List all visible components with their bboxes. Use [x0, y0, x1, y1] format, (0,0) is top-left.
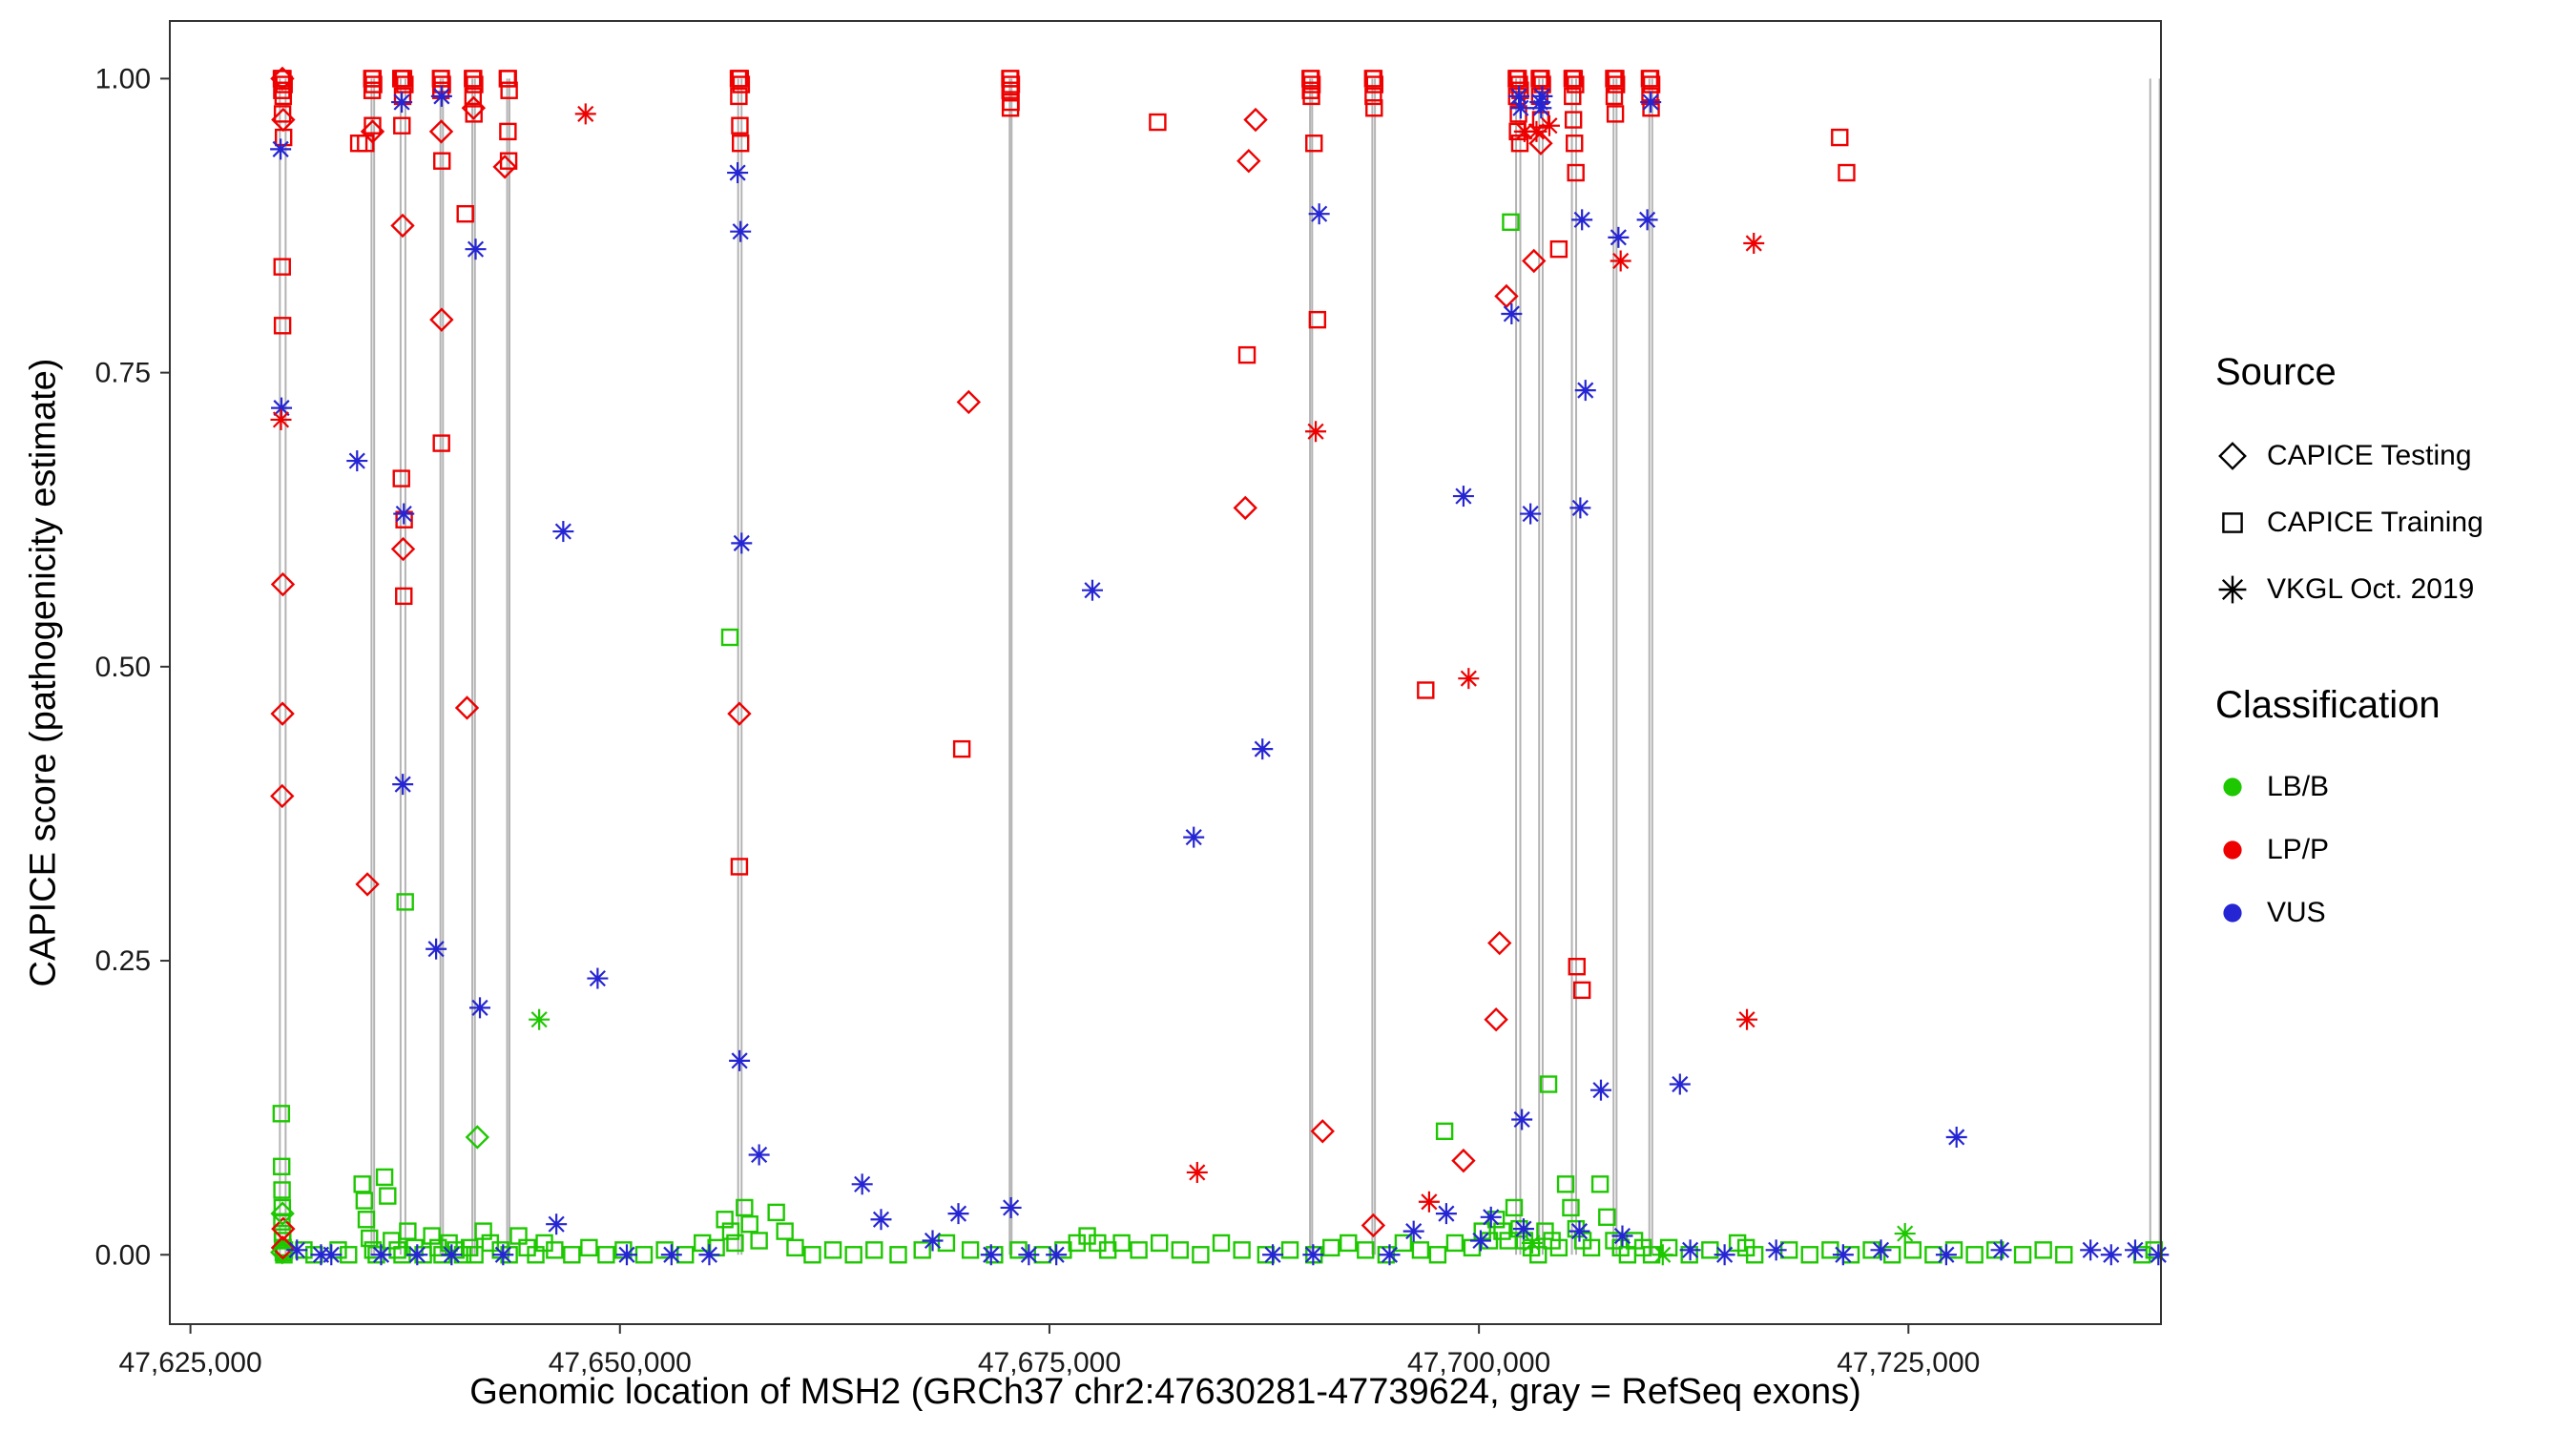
legend-item-label: VUS [2267, 897, 2326, 928]
panel-border [169, 20, 2162, 1325]
series-square-LBB [272, 213, 2163, 1264]
x-tick-label: 47,700,000 [1407, 1347, 1550, 1379]
y-tick-label: 0.25 [95, 945, 151, 977]
scatter-plot-svg: 47,625,000 47,650,000 47,675,000 47,700,000… [95, 20, 2170, 1379]
legend-item-vkgl: VKGL Oct. 2019 [2215, 556, 2568, 623]
x-axis-title: Genomic location of MSH2 (GRCh37 chr2:47… [469, 1372, 1861, 1412]
x-tick-label: 47,675,000 [978, 1347, 1121, 1379]
y-axis-title: CAPICE score (pathogenicity estimate) [23, 358, 64, 987]
refseq-exon-lines [279, 78, 2161, 1255]
lpp-dot-icon [2223, 840, 2242, 860]
square-marker-icon [2222, 512, 2243, 533]
legend-item-lpp: LP/P [2215, 819, 2568, 881]
lbb-dot-icon [2223, 778, 2242, 797]
legend: Source CAPICE Testing CAPICE Training VK… [2215, 351, 2568, 944]
legend-item-vus: VUS [2215, 881, 2568, 944]
x-tick-label: 47,725,000 [1837, 1347, 1980, 1379]
legend-item-label: VKGL Oct. 2019 [2267, 573, 2475, 605]
legend-source-title: Source [2215, 351, 2337, 393]
legend-item-label: LP/P [2267, 834, 2330, 865]
series-asterisk-LPP [270, 103, 1765, 1213]
legend-item-capice-testing: CAPICE Testing [2215, 423, 2568, 489]
series-diamond-LPP [270, 66, 1553, 1260]
legend-classification-title: Classification [2215, 684, 2441, 726]
legend-item-label: LB/B [2267, 771, 2330, 802]
legend-source-section: Source CAPICE Testing CAPICE Training VK… [2215, 351, 2568, 623]
y-tick-label: 0.75 [95, 358, 151, 389]
asterisk-marker-icon [2218, 575, 2247, 604]
series-square-LPP [272, 70, 1856, 1000]
y-tick-label: 0.00 [95, 1239, 151, 1271]
y-tick-label: 1.00 [95, 63, 151, 94]
legend-item-label: CAPICE Training [2267, 507, 2483, 538]
series-asterisk-LBB [529, 1008, 1916, 1266]
series-diamond-LBB [270, 1125, 490, 1265]
legend-item-capice-training: CAPICE Training [2215, 489, 2568, 556]
y-tick-label: 0.50 [95, 652, 151, 683]
diamond-marker-icon [2218, 442, 2247, 470]
legend-item-label: CAPICE Testing [2267, 440, 2472, 471]
legend-classification-section: Classification LB/B LP/P VUS [2215, 684, 2568, 944]
vus-dot-icon [2223, 903, 2242, 923]
series-asterisk-VUS [270, 85, 2170, 1266]
x-tick-label: 47,625,000 [119, 1347, 262, 1379]
x-tick-label: 47,650,000 [549, 1347, 692, 1379]
legend-item-lbb: LB/B [2215, 756, 2568, 819]
